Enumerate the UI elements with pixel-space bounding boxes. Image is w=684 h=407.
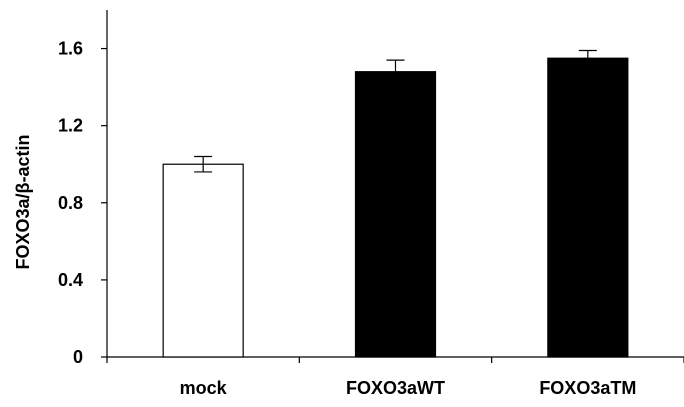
y-axis-label: FOXO3a/β-actin xyxy=(13,134,33,269)
x-tick-label: FOXO3aWT xyxy=(346,378,445,398)
bar xyxy=(547,57,629,358)
bar xyxy=(162,163,244,358)
x-tick-label: FOXO3aTM xyxy=(539,378,636,398)
y-tick-label: 1.6 xyxy=(58,39,83,59)
y-tick-label: 0 xyxy=(73,347,83,367)
y-tick-label: 0.4 xyxy=(58,270,83,290)
bar xyxy=(354,71,437,358)
y-tick-label: 0.8 xyxy=(58,193,83,213)
y-tick-label: 1.2 xyxy=(58,116,83,136)
x-tick-label: mock xyxy=(180,378,228,398)
